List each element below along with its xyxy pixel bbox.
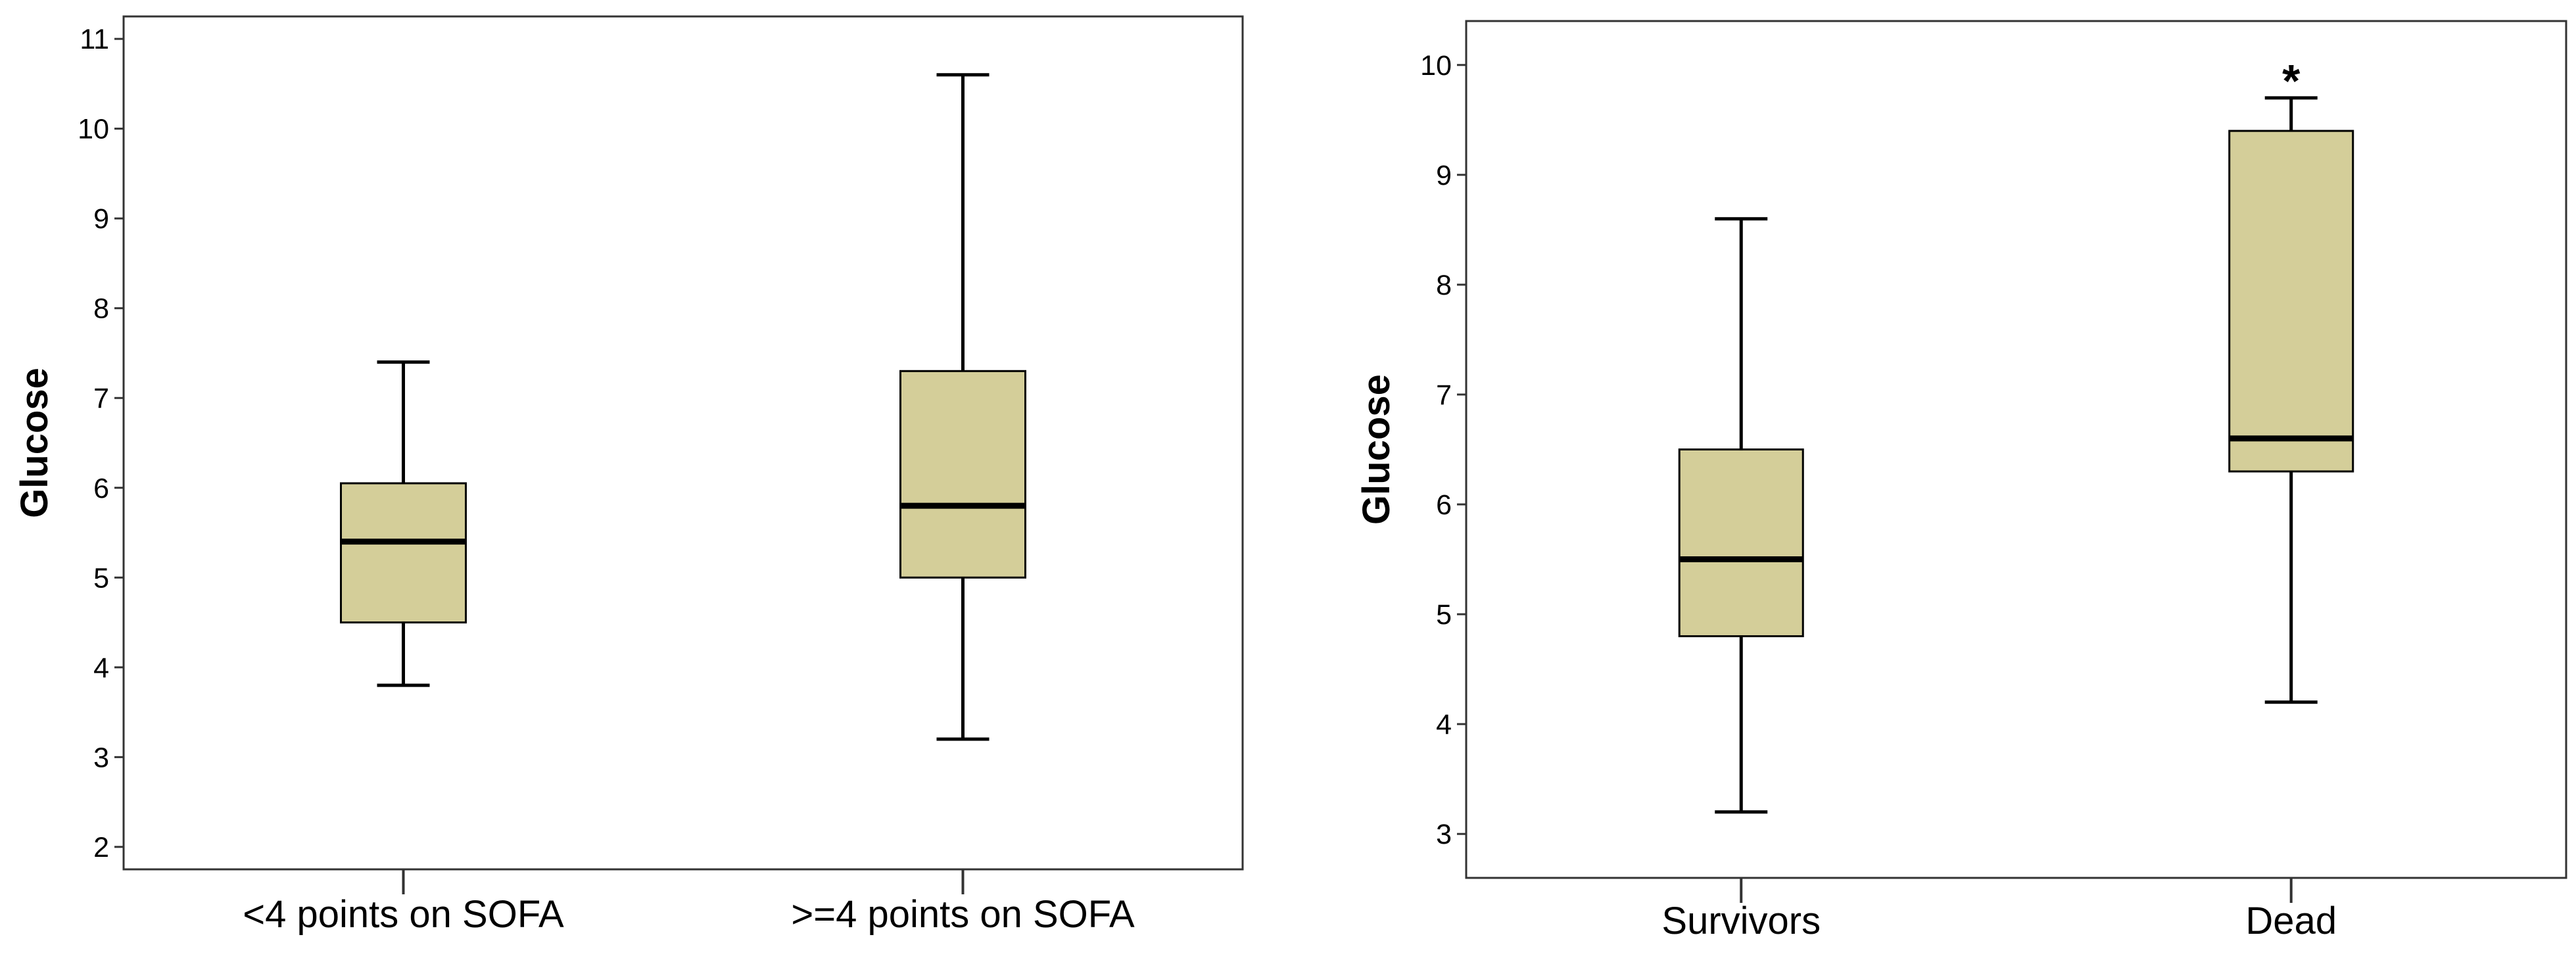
category-label: Dead [2245,900,2337,942]
y-tick-label: 6 [1436,489,1452,521]
y-tick-label: 4 [1436,709,1452,740]
y-tick-label: 10 [78,114,109,145]
chart-panel-2: 3 4 5 6 7 8 9 10 Glucose Survivors Dead * [1355,20,2567,942]
y-axis-title: Glucose [1355,374,1398,525]
iqr-box [340,482,467,624]
category-label: >=4 points on SOFA [791,893,1135,936]
y-tick-label: 5 [93,562,109,594]
y-tick-label: 4 [93,652,109,684]
y-axis-title: Glucose [13,368,56,518]
y-tick-label: 8 [1436,270,1452,301]
y-tick-label: 9 [93,203,109,235]
y-tick-label: 6 [93,473,109,504]
y-tick-label: 2 [93,832,109,863]
outlier-marker: * [2282,55,2301,107]
category-label: <4 points on SOFA [243,893,564,936]
iqr-box [1678,448,1804,637]
plot-frame [122,15,1244,871]
iqr-box [2228,130,2354,473]
y-tick-label: 7 [1436,379,1452,411]
iqr-box [899,370,1026,579]
category-label: Survivors [1661,900,1821,942]
y-tick-label: 8 [93,293,109,325]
y-tick-label: 9 [1436,160,1452,191]
y-tick-label: 5 [1436,599,1452,631]
y-tick-label: 3 [93,742,109,773]
plot-frame [1465,20,2567,879]
y-tick-label: 10 [1420,50,1452,82]
y-tick-label: 7 [93,383,109,414]
chart-panel-1: 2 3 4 5 6 7 8 9 10 11 Glucose <4 points on SOFA >=4 … [13,15,1244,936]
y-tick-label: 11 [80,24,109,55]
y-tick-label: 3 [1436,819,1452,850]
